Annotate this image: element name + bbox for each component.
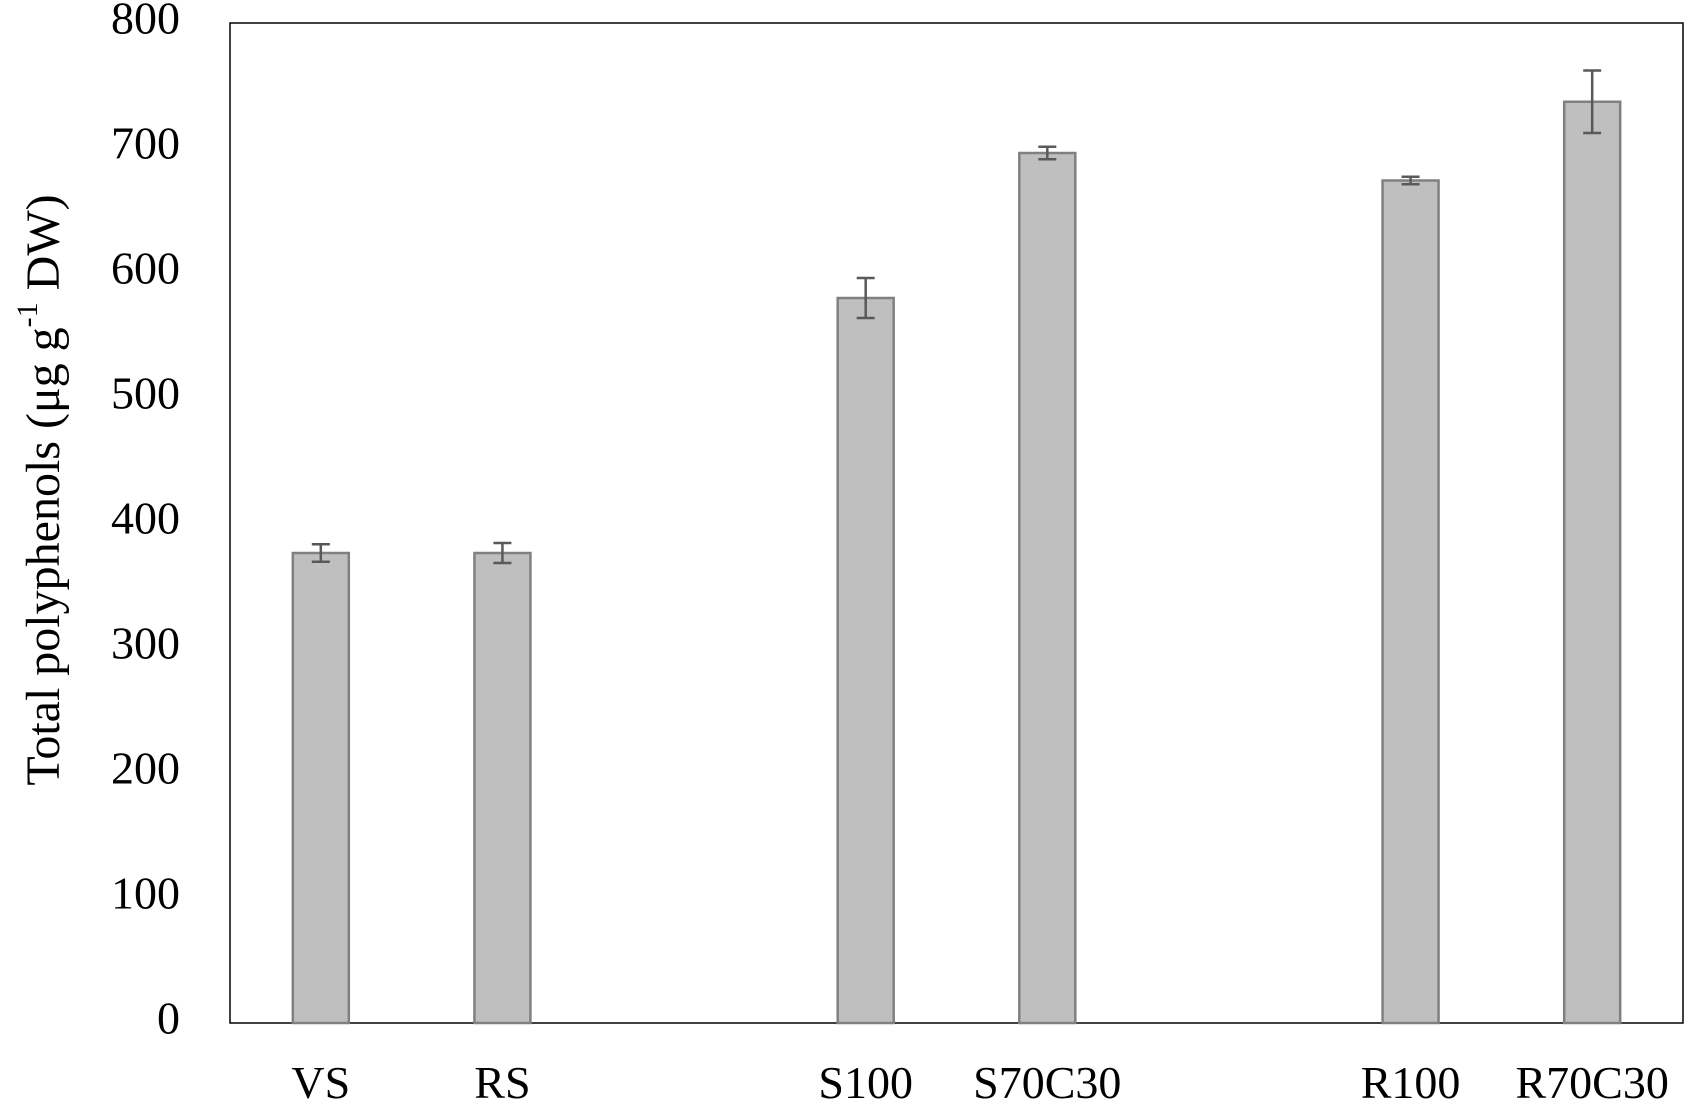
y-tick-label: 200 (111, 743, 180, 794)
bars (291, 100, 1622, 1025)
error-bar (311, 543, 330, 563)
y-tick-label: 100 (111, 868, 180, 919)
y-axis-title-tail: DW) (17, 194, 70, 302)
x-category-label: S100 (818, 1057, 913, 1108)
x-category-label: R100 (1361, 1057, 1461, 1108)
error-bar (1401, 175, 1420, 186)
bar (1562, 100, 1622, 1025)
error-bar (856, 276, 875, 320)
bar (291, 551, 351, 1025)
y-axis-title-superscript: -1 (11, 302, 44, 327)
x-category-label: RS (474, 1057, 530, 1108)
y-tick-label: 300 (111, 618, 180, 669)
y-tick-label: 500 (111, 368, 180, 419)
bar (1018, 151, 1077, 1025)
y-tick-label: 700 (111, 118, 180, 169)
error-bar (493, 541, 512, 565)
y-axis-ticks: 0 100 200 300 400 500 600 700 800 (111, 0, 180, 1044)
bar (473, 551, 532, 1025)
y-tick-label: 600 (111, 243, 180, 294)
x-category-label: S70C30 (973, 1057, 1121, 1108)
bar (836, 296, 895, 1025)
bar (1381, 179, 1440, 1025)
x-category-label: R70C30 (1516, 1057, 1669, 1108)
error-bar (1038, 145, 1057, 161)
y-tick-label: 400 (111, 493, 180, 544)
y-axis-title-main: Total polyphenols (μg g (17, 327, 70, 785)
x-category-label: VS (291, 1057, 350, 1108)
error-bar (1583, 69, 1602, 135)
plot-area-frame (229, 22, 1684, 1024)
x-axis-labels: VS RS S100 S70C30 R100 R70C30 (291, 1057, 1668, 1108)
y-tick-label: 800 (111, 0, 180, 44)
error-bars (311, 69, 1602, 565)
y-tick-label: 0 (157, 993, 180, 1044)
y-axis-title: Total polyphenols (μg g-1 DW) (11, 194, 70, 785)
